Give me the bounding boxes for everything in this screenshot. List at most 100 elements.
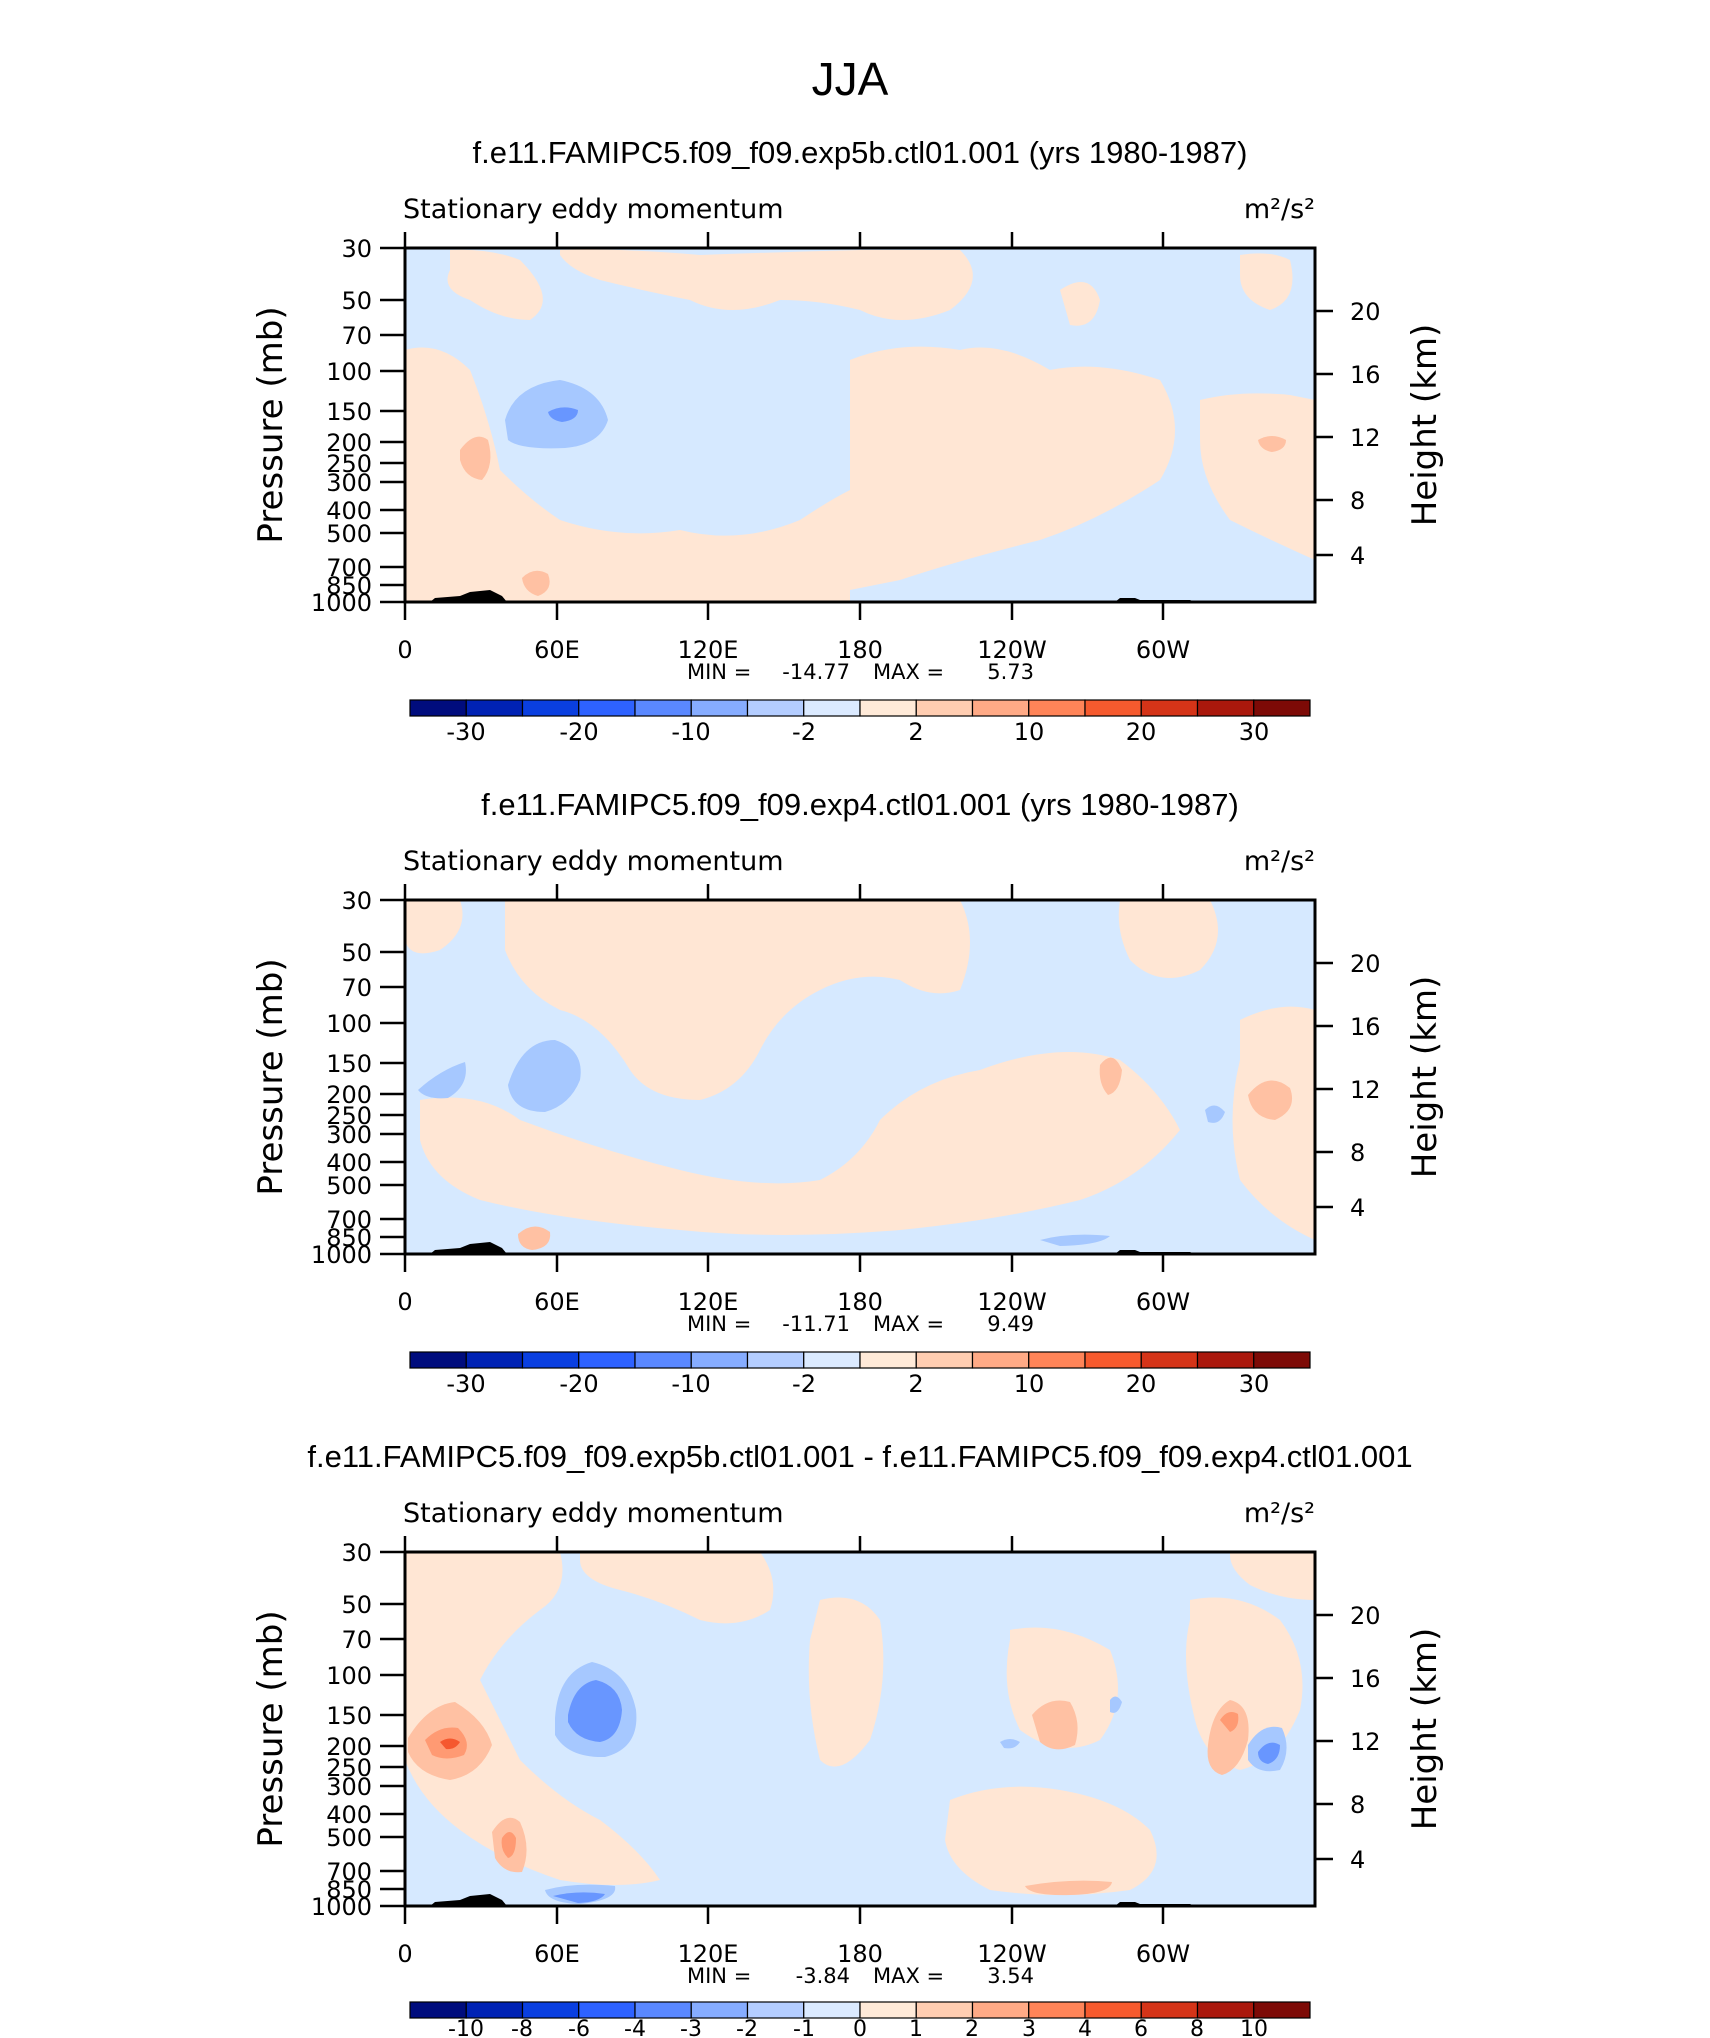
panel-2-negative-region [508, 1040, 581, 1112]
panel-3-colorbar [409, 2001, 1311, 2019]
panel-3-y-axis-label: Pressure (mb) [251, 1610, 291, 1847]
y-tick-label: 100 [326, 1662, 372, 1690]
y-tick-label: 250 [326, 1754, 372, 1782]
colorbar-label: -30 [446, 1370, 485, 1398]
panel-3-y2-tick-labels: 20 16 12 8 4 [1350, 1602, 1381, 1874]
colorbar-label: 6 [1134, 2017, 1148, 2038]
panel-2-positive-region [505, 900, 970, 1100]
panel-3-negative-region [553, 1892, 605, 1903]
panel-3-colorbar-labels: -10 -8 -6 -4 -3 -2 -1 0 1 2 3 4 6 8 10 [448, 2017, 1268, 2038]
y-tick-label: 200 [326, 1733, 372, 1761]
colorbar-swatch [1140, 2001, 1199, 2019]
panel-1-x-tick-labels: 0 60E 120E 180 120W 60W [397, 636, 1190, 664]
y-tick-label: 30 [341, 887, 372, 915]
panel-3-positive-region [808, 1597, 884, 1767]
colorbar-swatch [746, 699, 805, 717]
panel-3-topography [430, 1894, 507, 1906]
colorbar-swatch [409, 2001, 467, 2019]
colorbar-swatch [634, 1351, 692, 1369]
panel-2-axis-ticks [380, 884, 1333, 1272]
panel-3-positive-region [1032, 1700, 1078, 1750]
panel-2-negative-region [418, 1062, 466, 1099]
panel-2-units: m²/s² [1244, 846, 1315, 877]
x-tick-label: 0 [397, 1940, 412, 1968]
colorbar-label: -20 [559, 1370, 598, 1398]
colorbar-label: -10 [448, 2017, 484, 2038]
y-tick-label: 850 [326, 1224, 372, 1252]
colorbar-swatch [746, 1351, 805, 1369]
colorbar-swatch [634, 2001, 692, 2019]
colorbar-swatch [803, 1351, 861, 1369]
panel-3-max-value: 3.54 [987, 1964, 1034, 1988]
panel-1-positive-region [560, 249, 973, 320]
panel-3-negative-region [1000, 1739, 1020, 1749]
colorbar-swatch [1028, 699, 1086, 717]
panel-2-y2-axis-label: Height (km) [1405, 976, 1445, 1179]
panel-2-max-label: MAX = [873, 1312, 944, 1336]
panel-1-y2-tick-labels: 20 16 12 8 4 [1350, 298, 1381, 570]
colorbar-label: 3 [1022, 2017, 1036, 2038]
panel-2-positive-region [1232, 1006, 1315, 1240]
y-tick-label: 1000 [311, 1893, 372, 1921]
x-tick-label: 180 [837, 636, 883, 664]
y-tick-label: 70 [341, 322, 372, 350]
panel-2-field [405, 900, 1315, 1254]
colorbar-label: 0 [853, 2017, 867, 2038]
panel-1-min-value: -14.77 [782, 660, 850, 684]
x-tick-label: 60E [534, 1940, 580, 1968]
panel-3-positive-region [405, 1552, 660, 1885]
y-tick-label: 50 [341, 1591, 372, 1619]
colorbar-swatch [859, 699, 917, 717]
panel-2-positive-region [1248, 1080, 1293, 1120]
colorbar-label: -2 [736, 2017, 758, 2038]
y2-tick-label: 20 [1350, 950, 1381, 978]
colorbar-swatch [578, 699, 636, 717]
y-tick-label: 850 [326, 572, 372, 600]
y-tick-label: 300 [326, 469, 372, 497]
x-tick-label: 180 [837, 1288, 883, 1316]
colorbar-label: 20 [1126, 718, 1157, 746]
x-tick-label: 120E [678, 636, 739, 664]
y-tick-label: 150 [326, 1050, 372, 1078]
colorbar-swatch [578, 1351, 636, 1369]
y2-tick-label: 8 [1350, 487, 1365, 515]
panel-3-positive-region [1220, 1712, 1239, 1732]
y-tick-label: 250 [326, 450, 372, 478]
colorbar-swatch [690, 699, 749, 717]
y2-tick-label: 16 [1350, 361, 1381, 389]
x-tick-label: 60W [1136, 1940, 1190, 1968]
colorbar-swatch [803, 2001, 861, 2019]
panel-2-y-axis-label: Pressure (mb) [251, 958, 291, 1195]
panel-1-y-axis-label: Pressure (mb) [251, 306, 291, 543]
y2-tick-label: 20 [1350, 1602, 1381, 1630]
y2-tick-label: 12 [1350, 1728, 1381, 1756]
colorbar-swatch [690, 2001, 749, 2019]
panel-1-positive-region [1060, 282, 1100, 326]
y2-tick-label: 20 [1350, 298, 1381, 326]
colorbar-swatch [465, 1351, 524, 1369]
y-tick-label: 200 [326, 429, 372, 457]
colorbar-swatch [915, 2001, 974, 2019]
colorbar-swatch [915, 1351, 974, 1369]
y-tick-label: 1000 [311, 1241, 372, 1269]
panel-3-positive-region [501, 1832, 516, 1858]
y-tick-label: 50 [341, 939, 372, 967]
panel-3-y2-axis-label: Height (km) [1405, 1628, 1445, 1831]
colorbar-swatch [971, 1351, 1030, 1369]
panel-3-field [405, 1552, 1315, 1906]
y-tick-label: 200 [326, 1081, 372, 1109]
panel-1-positive-region [1240, 253, 1293, 310]
colorbar-swatch [1140, 1351, 1199, 1369]
y-tick-label: 500 [326, 1824, 372, 1852]
panel-2-min-value: -11.71 [782, 1312, 850, 1336]
y-tick-label: 700 [326, 554, 372, 582]
y2-tick-label: 4 [1350, 1194, 1365, 1222]
colorbar-label: -2 [792, 718, 816, 746]
y-tick-label: 300 [326, 1773, 372, 1801]
panel-3-positive-region [1230, 1552, 1315, 1600]
colorbar-swatch [465, 2001, 524, 2019]
y-tick-label: 100 [326, 1010, 372, 1038]
y2-tick-label: 8 [1350, 1791, 1365, 1819]
y-tick-label: 150 [326, 398, 372, 426]
colorbar-swatch [1253, 1351, 1311, 1369]
